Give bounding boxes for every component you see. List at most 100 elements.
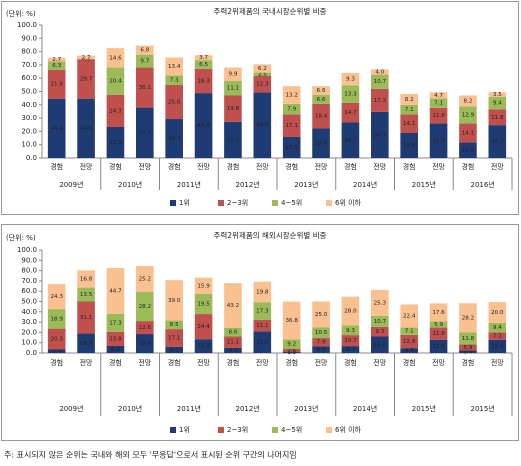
value-label: 20.3 [50, 337, 63, 343]
bar-segment [77, 59, 95, 99]
bar-segment [488, 302, 507, 323]
value-label: 9.4 [493, 325, 502, 331]
value-label: 3.5 [493, 92, 502, 98]
bar-segment [400, 304, 418, 328]
bar-segment [341, 122, 360, 158]
value-label: 12.9 [403, 339, 416, 345]
group-label: 2012년 [235, 404, 259, 413]
value-label: 6.6 [317, 88, 326, 94]
bar-segment [312, 86, 330, 95]
bar-segment [488, 332, 507, 340]
value-label: 13.5 [80, 292, 93, 298]
value-label: 4.9 [228, 348, 237, 354]
value-label: 8.2 [405, 97, 414, 103]
value-label: 10.7 [374, 319, 387, 325]
bar-segment [253, 75, 272, 93]
bar-segment [459, 142, 477, 158]
bar-segment [47, 309, 66, 329]
bar-segment [77, 287, 95, 302]
legend-swatch [170, 200, 176, 206]
bar-segment [106, 331, 125, 346]
value-label: 29.7 [80, 76, 93, 82]
bar-segment [136, 292, 154, 322]
bar-segment [136, 266, 154, 293]
value-label: 13.8 [109, 336, 122, 342]
value-label: 1.3 [287, 350, 296, 356]
x-tick-label: 경험 [50, 162, 63, 171]
bar-segment [400, 348, 418, 353]
value-label: 17.3 [374, 98, 387, 104]
bar-segment [106, 127, 125, 158]
value-label: 18.4 [139, 341, 152, 347]
value-label: 17.6 [432, 310, 445, 316]
y-tick-label: 70.0 [21, 277, 37, 285]
y-tick-label: 30.0 [21, 318, 37, 326]
value-label: 3.7 [199, 55, 208, 61]
value-label: 0.0 [82, 57, 91, 63]
bar-segment [165, 280, 183, 321]
bar-segment [282, 114, 301, 137]
value-label: 7.1 [405, 107, 414, 113]
bar-segment [224, 347, 242, 353]
value-label: 6.8 [111, 347, 120, 353]
bar-segment [459, 123, 477, 143]
bar-segment [77, 55, 95, 60]
bar-segment [371, 69, 389, 75]
bar-segment [224, 95, 242, 122]
bar-segment [136, 45, 154, 55]
bar-segment [253, 281, 272, 303]
bar-segment [282, 348, 301, 352]
y-tick-label: 100.0 [17, 21, 37, 29]
bar-segment [77, 98, 95, 158]
x-tick-label: 경험 [226, 358, 239, 367]
y-tick-label: 90.0 [21, 34, 37, 42]
value-label: 9.3 [375, 329, 384, 335]
value-label: 9.3 [346, 328, 355, 334]
value-label: 5.9 [463, 345, 472, 351]
bar-segment [400, 93, 418, 105]
value-label: 48.8 [197, 123, 210, 129]
x-tick-label: 전망 [432, 162, 445, 171]
bar-segment [429, 339, 448, 353]
bar-segment [429, 98, 448, 108]
value-label: 44.6 [80, 126, 93, 132]
unit-label: (단위: %) [6, 9, 36, 18]
y-tick-label: 60.0 [21, 287, 37, 295]
bar-segment [282, 339, 301, 349]
bar-segment [165, 320, 183, 330]
value-label: 14.6 [109, 55, 122, 61]
x-tick-label: 경험 [344, 162, 357, 171]
bar-segment [47, 61, 66, 70]
legend-swatch [218, 200, 224, 206]
y-tick-label: 20.0 [21, 127, 37, 135]
y-tick-label: 0.0 [26, 154, 37, 162]
group-label: 2009년 [59, 404, 83, 413]
value-label: 44.7 [109, 288, 122, 294]
bar-segment [341, 296, 360, 326]
panel-border [1, 224, 519, 441]
value-label: 24.3 [50, 294, 63, 300]
group-label: 2013년 [294, 180, 318, 189]
legend-swatch [326, 427, 332, 433]
value-label: 6.7 [346, 347, 355, 353]
value-label: 13.4 [168, 64, 181, 70]
bar-segment [136, 107, 154, 158]
bar-segment [400, 132, 418, 158]
bar-segment [459, 303, 477, 333]
value-label: 20.4 [109, 79, 122, 85]
bar-segment [429, 123, 448, 158]
value-label: 20.0 [491, 310, 504, 316]
x-tick-label: 경험 [50, 358, 63, 367]
y-tick-label: 90.0 [21, 256, 37, 264]
value-label: 7.9 [287, 106, 296, 112]
group-label: 2015년 [470, 404, 494, 413]
bar-segment [194, 60, 213, 69]
value-label: 9.9 [228, 72, 237, 78]
legend-label: 4~5위 [281, 199, 302, 207]
bar-segment [341, 325, 360, 336]
bar-segment [488, 322, 507, 333]
value-label: 16.8 [80, 276, 93, 282]
group-label: 2011년 [177, 404, 201, 413]
bar-segment [224, 121, 242, 158]
